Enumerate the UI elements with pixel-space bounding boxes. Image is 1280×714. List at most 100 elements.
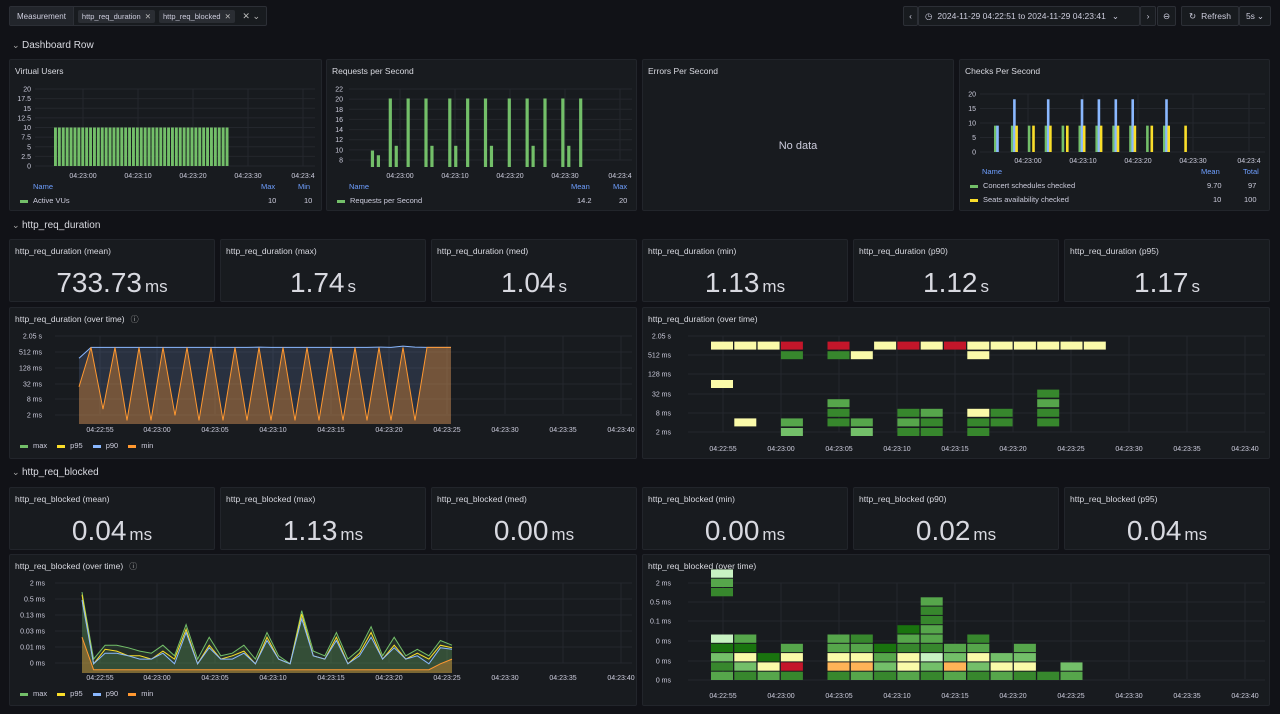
legend-item-concert-schedules[interactable]: Concert schedules checked [970,181,1075,190]
legend-item-seats-availability[interactable]: Seats availability checked [970,195,1069,204]
refresh-interval-picker[interactable]: 5s ⌄ [1239,6,1271,26]
legend-label: p95 [70,689,83,698]
legend-item-max[interactable]: max [20,689,47,698]
y-tick-label: 15 [23,106,31,113]
stat-panel[interactable]: http_req_blocked (p90) 0.02 ms [853,487,1059,550]
legend-item-p95[interactable]: p95 [57,689,83,698]
heatmap-cell [920,625,943,634]
stat-number: 1.74 [290,267,345,298]
checks-bar [1146,125,1149,152]
row-header-dashboard[interactable]: ⌄ Dashboard Row [12,40,94,51]
x-tick-label: 04:23:30 [1115,693,1142,700]
legend-item-min[interactable]: min [128,689,153,698]
vu-bar [128,127,131,166]
heatmap-cell [850,671,873,680]
remove-chip-icon[interactable]: ✕ [144,11,152,21]
vu-bar [194,127,198,166]
refresh-button[interactable]: ↻ Refresh [1181,6,1239,26]
heatmap-cell [780,662,803,671]
heatmap-cell [920,662,943,671]
time-shift-back-button[interactable]: ‹ [903,6,918,26]
heatmap-cell [897,653,920,662]
legend-item-p95[interactable]: p95 [57,441,83,450]
x-tick-label: 04:22:55 [86,427,113,434]
stat-panel[interactable]: http_req_blocked (min) 0.00 ms [642,487,848,550]
heatmap-cell [897,671,920,680]
stat-panel[interactable]: http_req_blocked (med) 0.00 ms [431,487,637,550]
info-icon[interactable]: ⓘ [130,315,139,324]
panel-blocked-heatmap[interactable]: http_req_blocked (over time) 2 ms 0.5 ms 0… [642,554,1270,706]
panel-duration-timeseries[interactable]: http_req_duration (over time) ⓘ 2.05 s 512… [9,307,637,459]
x-tick-label: 04:23:40 [1231,446,1258,453]
panel-errors-per-second[interactable]: Errors Per Second No data [642,59,954,211]
row-header-duration[interactable]: ⌄ http_req_duration [12,220,100,231]
rps-bar [489,145,494,167]
x-tick-label: 04:23:00 [143,675,170,682]
stat-value: 1.13 ms [643,267,847,299]
y-tick-label: 0 ms [30,661,46,668]
x-tick-label: 04:23:25 [1057,693,1084,700]
panel-virtual-users[interactable]: Virtual Users 20 17.5 15 12.5 10 7.5 5 2.5 0 04:2… [9,59,322,211]
variable-chip-blocked[interactable]: http_req_blocked ✕ [159,9,235,23]
panel-duration-heatmap[interactable]: http_req_duration (over time) 2.05 s 512 … [642,307,1270,459]
stat-panel[interactable]: http_req_duration (max) 1.74 s [220,239,426,302]
time-range-picker[interactable]: ◷ 2024-11-29 04:22:51 to 2024-11-29 04:2… [918,6,1140,26]
series-line-min [81,637,453,671]
row-title: http_req_duration [22,220,101,231]
stat-number: 1.13 [282,515,338,546]
stat-number: 0.04 [1126,515,1182,546]
y-tick-label: 2.05 s [652,334,672,341]
legend-item-active-vus[interactable]: Active VUs [20,196,70,205]
measurement-variable-picker[interactable]: Measurement http_req_duration ✕ http_req_… [9,6,267,26]
rps-bar [394,145,398,167]
heatmap-cell [1037,389,1060,398]
panel-checks-per-second[interactable]: Checks Per Second 20 15 10 5 0 04:23:00 04:23:… [959,59,1270,211]
stat-value: 0.02 ms [854,515,1058,547]
panel-blocked-timeseries[interactable]: http_req_blocked (over time) ⓘ 2 ms 0.5 ms… [9,554,637,706]
info-icon[interactable]: ⓘ [129,562,138,571]
zoom-out-button[interactable]: ⊖ [1157,6,1176,26]
heatmap-cell [757,653,780,662]
vu-bar [54,127,57,166]
row-header-blocked[interactable]: ⌄ http_req_blocked [12,467,99,478]
heatmap-cell [967,634,990,643]
stat-panel[interactable]: http_req_duration (p95) 1.17 s [1064,239,1270,302]
stat-panel[interactable]: http_req_duration (p90) 1.12 s [853,239,1059,302]
stat-panel[interactable]: http_req_blocked (mean) 0.04 ms [9,487,215,550]
y-tick-label: 12.5 [17,115,31,122]
legend-item-p90[interactable]: p90 [92,441,118,450]
vu-bar [124,127,128,166]
variable-chip-duration[interactable]: http_req_duration ✕ [77,9,156,23]
panel-title: http_req_blocked (mean) [15,494,110,504]
heatmap-cell [990,662,1013,671]
row-title: Dashboard Row [22,40,94,51]
chevron-down-icon[interactable]: ⌄ [252,10,260,21]
stat-number: 1.12 [923,267,978,298]
heatmap-cell [967,671,990,680]
clear-all-icon[interactable]: ✕ [242,10,250,21]
stat-panel[interactable]: http_req_duration (med) 1.04 s [431,239,637,302]
stat-panel[interactable]: http_req_duration (min) 1.13 ms [642,239,848,302]
zoom-out-icon: ⊖ [1162,10,1171,21]
legend-item-min[interactable]: min [128,441,153,450]
chevron-right-icon: › [1146,11,1150,21]
chevron-left-icon: ‹ [909,11,912,21]
heatmap-cell [734,418,757,427]
stat-panel[interactable]: http_req_blocked (max) 1.13 ms [220,487,426,550]
legend-item-p90[interactable]: p90 [92,689,118,698]
remove-chip-icon[interactable]: ✕ [224,11,231,21]
y-tick-label: 0.01 ms [20,645,45,652]
x-tick-label: 04:23:05 [825,446,852,453]
heatmap-cell [1013,643,1036,653]
legend-header-mean: Mean [571,182,590,191]
stat-panel[interactable]: http_req_duration (mean) 733.73 ms [9,239,215,302]
checks-bar [1078,125,1082,152]
rps-bar [507,98,511,167]
x-tick-label: 04:23:20 [179,173,206,180]
legend-item-rps[interactable]: Requests per Second [337,196,422,205]
vu-bar [151,127,155,166]
panel-requests-per-second[interactable]: Requests per Second 22 20 18 16 14 12 10 8 04:23… [326,59,637,211]
legend-item-max[interactable]: max [20,441,47,450]
stat-panel[interactable]: http_req_blocked (p95) 0.04 ms [1064,487,1270,550]
time-shift-forward-button[interactable]: › [1140,6,1156,26]
